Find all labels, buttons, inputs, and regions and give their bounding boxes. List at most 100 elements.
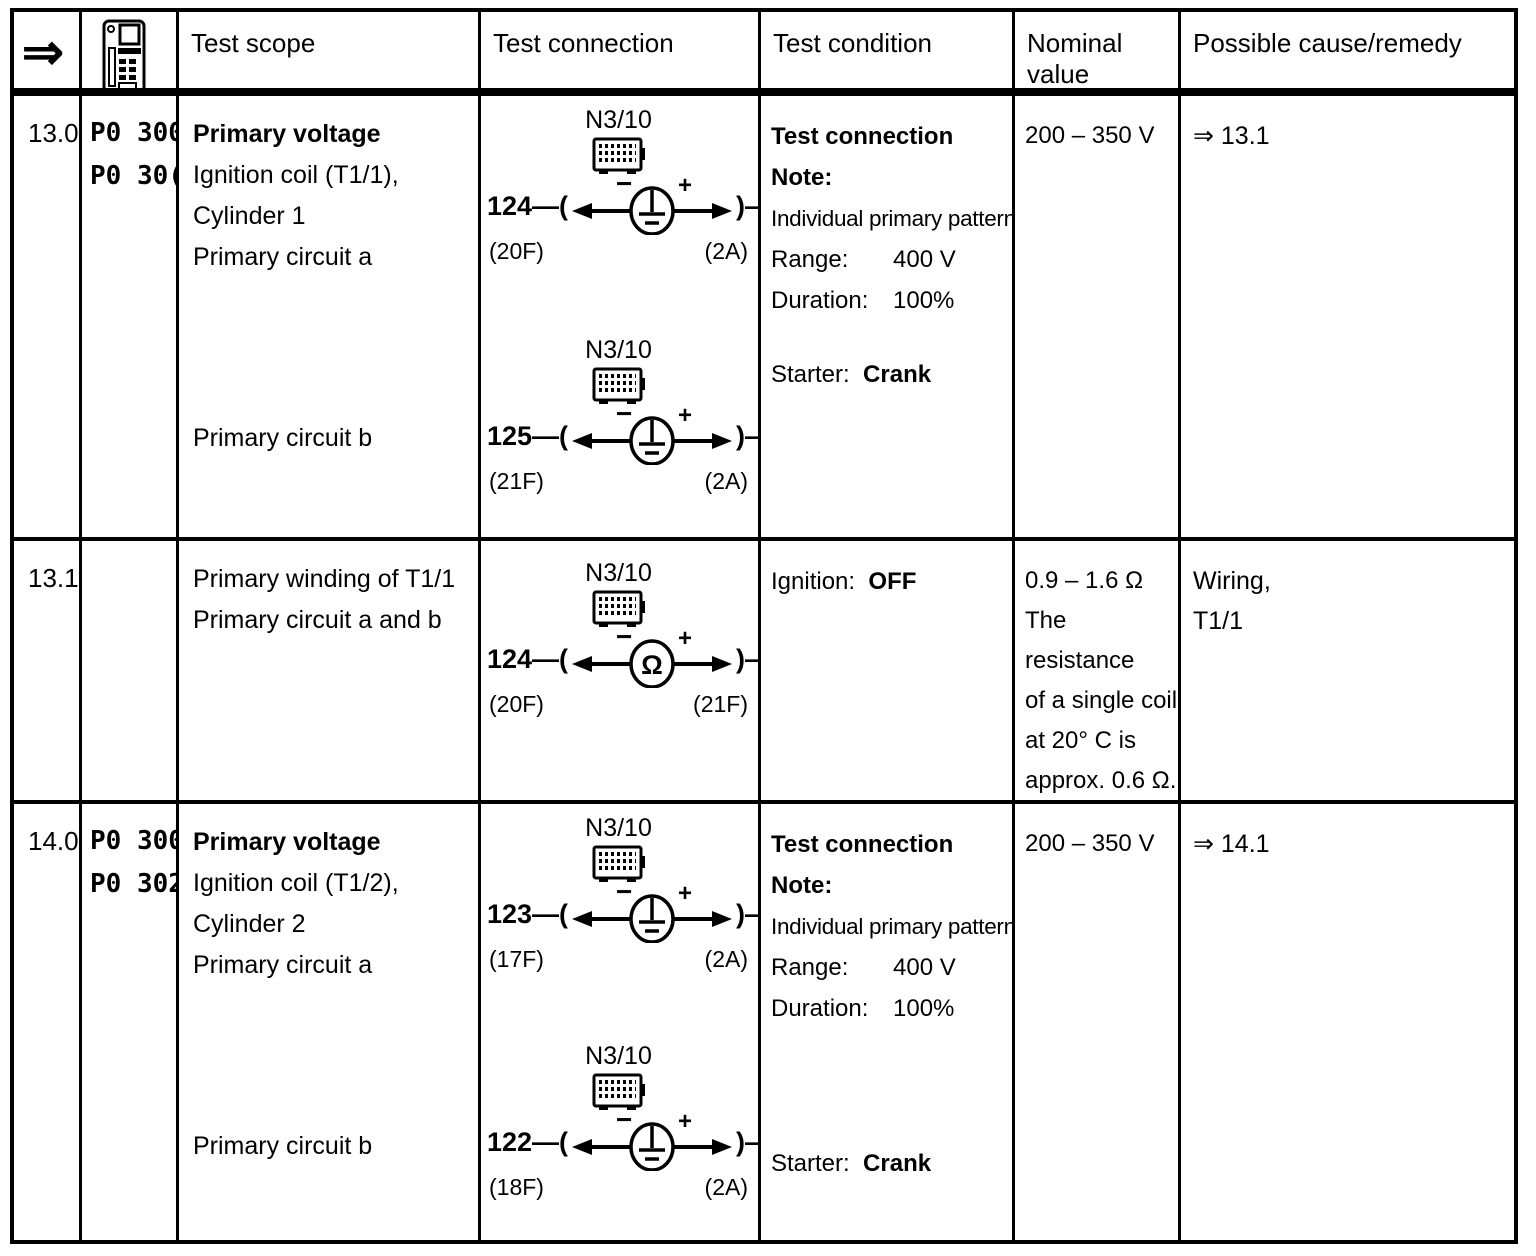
control-unit-label: N3/10	[585, 336, 652, 364]
svg-text:−: −	[616, 407, 632, 429]
scope-title: Primary voltage	[193, 828, 381, 856]
test-connection-diagram: N3/10 122—( − +	[487, 1042, 758, 1201]
right-pin-label: (2A)	[704, 468, 748, 494]
nominal-line: 200 – 350 V	[1025, 122, 1155, 149]
voltmeter-icon: − +	[568, 885, 736, 943]
connector-block-icon	[487, 1073, 750, 1113]
row-14-0-connection: N3/10 123—( − +	[481, 804, 761, 1240]
condition-duration: Duration: 100%	[771, 287, 955, 314]
connector-block-icon	[487, 590, 750, 630]
left-pin-label: (20F)	[489, 238, 544, 264]
condition-duration: Duration: 100%	[771, 995, 955, 1022]
svg-text:+: +	[678, 885, 692, 907]
dtc-code: P0 30(	[90, 161, 179, 191]
left-pin-label: (21F)	[489, 468, 544, 494]
right-pin-label: (21F)	[693, 691, 748, 717]
row-14-0-step: 14.0	[14, 804, 82, 1240]
row-13-0-connection: N3/10 124—( − +	[481, 96, 761, 541]
row-13-1-codes	[82, 541, 179, 804]
step-arrow-icon: ⇒	[22, 24, 64, 80]
header-step-cell: ⇒	[14, 12, 82, 96]
left-pin-label: (20F)	[489, 691, 544, 717]
voltmeter-icon: − +	[568, 1113, 736, 1171]
right-pin-label: (2A)	[704, 946, 748, 972]
svg-text:+: +	[678, 1113, 692, 1135]
row-13-0-scope: Primary voltage Ignition coil (T1/1), Cy…	[179, 96, 481, 541]
nominal-line: at 20° C is	[1025, 727, 1136, 754]
left-pin-label: (18F)	[489, 1174, 544, 1200]
svg-text:−: −	[616, 885, 632, 907]
header-tester-cell	[82, 12, 179, 96]
row-13-0-step: 13.0	[14, 96, 82, 541]
svg-text:Ω: Ω	[641, 650, 663, 680]
row-13-1-step: 13.1	[14, 541, 82, 804]
condition-starter: Starter: Crank	[771, 361, 932, 388]
connector-left-label: 123—(	[487, 898, 569, 929]
voltmeter-icon: − +	[568, 407, 736, 465]
condition-note-title: Test connection Note:	[771, 831, 954, 899]
test-connection-diagram: N3/10 123—( − +	[487, 814, 758, 973]
connector-left-label: 124—(	[487, 190, 569, 221]
condition-note-title: Test connection Note:	[771, 123, 954, 191]
right-pin-label: (2A)	[704, 238, 748, 264]
header-test-condition: Test condition	[761, 12, 1015, 96]
connector-left-label: 122—(	[487, 1126, 569, 1157]
right-pin-label: (2A)	[704, 1174, 748, 1200]
nominal-line: 0.9 – 1.6 Ω	[1025, 567, 1144, 594]
dtc-code: P0 300	[90, 826, 179, 856]
connector-block-icon	[487, 845, 750, 885]
condition-range: Range: 400 V	[771, 246, 956, 273]
scope-line-circuit-b: Primary circuit b	[193, 424, 373, 452]
row-13-1-scope: Primary winding of T1/1 Primary circuit …	[179, 541, 481, 804]
row-13-1-connection: N3/10 124—( − +	[481, 541, 761, 804]
row-14-0-nominal: 200 – 350 V	[1015, 804, 1181, 1240]
header-possible-cause: Possible cause/remedy	[1181, 12, 1514, 96]
remedy-line: ⇒ 13.1	[1193, 122, 1270, 150]
connector-right-label: )— 2	[736, 420, 758, 451]
row-13-0-codes: P0 300 P0 30(	[82, 96, 179, 541]
row-14-0-condition: Test connection Note: Individual primary…	[761, 804, 1015, 1240]
row-13-0-remedy: ⇒ 13.1	[1181, 96, 1514, 541]
connector-left-label: 125—(	[487, 420, 569, 451]
row-13-1-nominal: 0.9 – 1.6 Ω The resistance of a single c…	[1015, 541, 1181, 804]
row-13-0-condition: Test connection Note: Individual primary…	[761, 96, 1015, 541]
dtc-code: P0 300	[90, 118, 179, 148]
svg-text:−: −	[616, 630, 632, 652]
connector-left-label: 124—(	[487, 643, 569, 674]
connector-right-label: )— 2	[736, 1126, 758, 1157]
scope-line: Primary circuit a and b	[193, 606, 442, 634]
svg-text:+: +	[678, 630, 692, 652]
scope-line: Primary circuit a	[193, 951, 373, 979]
voltmeter-icon: − +	[568, 177, 736, 235]
row-13-1-remedy: Wiring, T1/1	[1181, 541, 1514, 804]
connector-right-label: )—125	[736, 643, 758, 674]
row-14-0-remedy: ⇒ 14.1	[1181, 804, 1514, 1240]
scope-line: Primary circuit a	[193, 243, 373, 271]
condition-starter: Starter: Crank	[771, 1150, 932, 1177]
row-14-0-scope: Primary voltage Ignition coil (T1/2), Cy…	[179, 804, 481, 1240]
test-connection-diagram: N3/10 124—( − +	[487, 559, 758, 718]
condition-note-line: Individual primary pattern	[771, 914, 1015, 939]
header-nominal-value: Nominal value	[1015, 12, 1181, 96]
nominal-line: 200 – 350 V	[1025, 830, 1155, 857]
svg-text:+: +	[678, 407, 692, 429]
test-connection-diagram: N3/10 125—( − +	[487, 336, 758, 495]
svg-text:+: +	[678, 177, 692, 199]
control-unit-label: N3/10	[585, 1042, 652, 1070]
remedy-line: ⇒ 14.1	[1193, 830, 1270, 858]
row-14-0-codes: P0 300 P0 302	[82, 804, 179, 1240]
scope-title: Primary voltage	[193, 120, 381, 148]
condition-range: Range: 400 V	[771, 954, 956, 981]
left-pin-label: (17F)	[489, 946, 544, 972]
condition-note-line: Individual primary pattern	[771, 206, 1015, 231]
condition-ignition: Ignition: OFF	[771, 568, 917, 595]
connector-block-icon	[487, 137, 750, 177]
scope-line: Cylinder 2	[193, 910, 306, 938]
row-13-1-condition: Ignition: OFF	[761, 541, 1015, 804]
ohmmeter-icon: − + Ω	[568, 630, 736, 688]
scope-line: Cylinder 1	[193, 202, 306, 230]
scope-line: Ignition coil (T1/2),	[193, 869, 399, 897]
control-unit-label: N3/10	[585, 106, 652, 134]
scope-line: Primary winding of T1/1	[193, 565, 456, 593]
connector-block-icon	[487, 367, 750, 407]
